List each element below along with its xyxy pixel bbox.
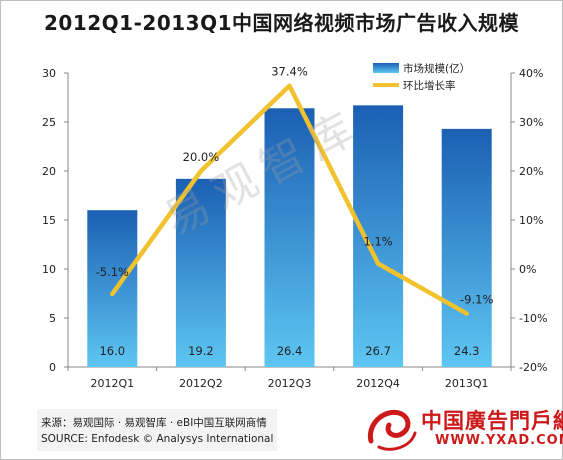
- logo-url: WWW.YXAD.COM: [435, 433, 563, 448]
- bar: [87, 210, 138, 367]
- y-right-tick-label: -20%: [519, 361, 547, 374]
- x-tick-label: 2012Q2: [179, 377, 223, 390]
- bar-value-label: 26.4: [277, 344, 303, 358]
- y-left-tick-label: 20: [42, 165, 56, 178]
- y-right-tick-label: 40%: [519, 67, 543, 80]
- source-line-cn: 来源：易观国际 · 易观智库 · eBI中国互联网商情: [41, 417, 267, 429]
- y-left-tick-label: 30: [42, 67, 56, 80]
- x-tick-label: 2012Q4: [356, 377, 400, 390]
- legend-line-label: 环比增长率: [403, 79, 456, 92]
- y-left-tick-label: 0: [49, 361, 56, 374]
- logo-swirl-icon: [367, 409, 417, 451]
- chart-title: 2012Q1-2013Q1中国网络视频市场广告收入规模: [44, 11, 519, 35]
- legend-bar-label: 市场规模(亿）: [403, 62, 470, 75]
- line-value-label: -5.1%: [96, 265, 129, 279]
- growth-line: [110, 83, 469, 316]
- x-tick-label: 2012Q1: [90, 377, 134, 390]
- y-right-tick-label: -10%: [519, 312, 547, 325]
- y-left-tick-label: 15: [42, 214, 56, 227]
- y-left-tick-label: 10: [42, 263, 56, 276]
- line-value-label: 1.1%: [363, 235, 392, 249]
- bar: [264, 108, 315, 367]
- y-right-tick-label: 0%: [519, 263, 536, 276]
- bar: [353, 105, 404, 367]
- bar-value-label: 16.0: [99, 344, 125, 358]
- source-box: [37, 409, 277, 451]
- source-line-en: SOURCE: Enfodesk © Analysys Internationa…: [41, 433, 274, 445]
- line-value-label: -9.1%: [460, 293, 493, 307]
- logo-text: 中国廣告門戶網: [421, 408, 563, 433]
- y-left-tick-label: 5: [49, 312, 56, 325]
- legend-bar-swatch: [373, 63, 399, 73]
- line-value-label: 20.0%: [183, 150, 220, 164]
- bar-value-label: 24.3: [454, 344, 480, 358]
- chart-svg: 0 5 10 15 20 25 30 -20% -10% 0% 10% 20% 30% 40% 2012Q1…: [42, 62, 547, 390]
- y-left-tick-label: 25: [42, 116, 56, 129]
- y-right-tick-label: 30%: [519, 116, 543, 129]
- y-right-tick-label: 20%: [519, 165, 543, 178]
- bar-value-label: 19.2: [188, 344, 214, 358]
- x-tick-label: 2013Q1: [445, 377, 489, 390]
- bar: [175, 178, 226, 367]
- x-tick-label: 2012Q3: [268, 377, 312, 390]
- bar: [441, 128, 492, 367]
- line-value-label: 37.4%: [271, 65, 308, 79]
- site-logo: 中国廣告門戶網 WWW.YXAD.COM: [365, 403, 563, 455]
- y-right-tick-label: 10%: [519, 214, 543, 227]
- bar-value-label: 26.7: [365, 344, 391, 358]
